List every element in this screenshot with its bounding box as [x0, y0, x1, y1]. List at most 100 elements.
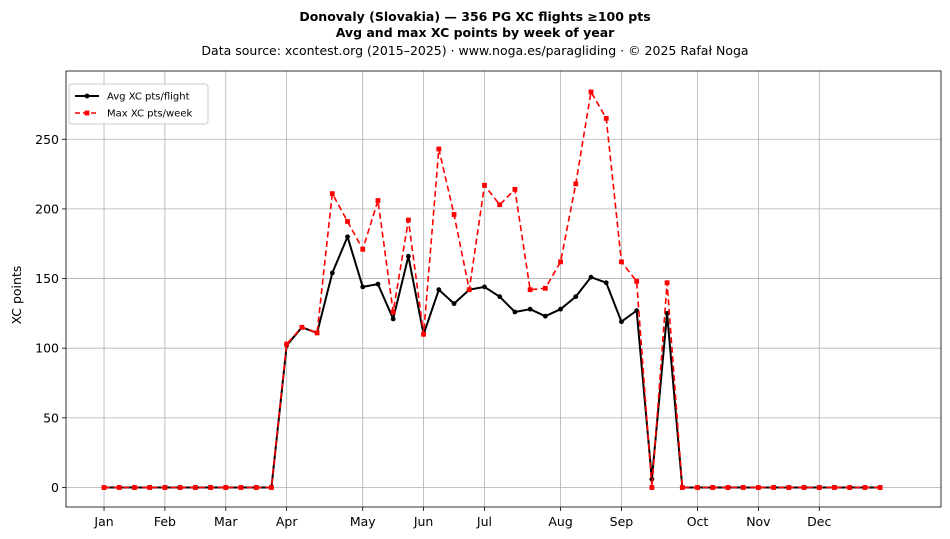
y-tick-label: 0: [51, 480, 59, 495]
chart-subtitle: Avg and max XC points by week of year: [336, 25, 615, 40]
data-point: [421, 331, 427, 337]
data-point: [649, 485, 655, 490]
legend: Avg XC pts/flight Max XC pts/week: [68, 83, 209, 125]
x-tick-label: Feb: [154, 514, 176, 529]
data-series: [101, 89, 883, 490]
data-point: [436, 146, 442, 152]
data-point: [284, 341, 290, 347]
y-tick-label: 150: [35, 271, 59, 286]
data-point: [603, 280, 609, 286]
data-point: [345, 234, 350, 240]
data-point: [132, 485, 137, 490]
y-tick-label: 200: [35, 201, 59, 216]
plot-border: [65, 70, 942, 508]
x-tick-label: Oct: [687, 514, 709, 529]
x-tick-label: Apr: [276, 514, 298, 529]
data-point: [390, 309, 396, 315]
legend-avg-label: Avg XC pts/flight: [107, 92, 190, 103]
chart-title: Donovaly (Slovakia) — 356 PG XC flights …: [299, 9, 650, 24]
data-point: [451, 212, 457, 217]
data-point: [512, 309, 518, 315]
data-point: [527, 287, 533, 293]
data-point: [832, 485, 837, 490]
data-point: [573, 294, 579, 300]
legend-max-marker: [84, 110, 90, 116]
data-point: [405, 253, 411, 259]
legend-box: [68, 83, 209, 125]
data-point: [299, 324, 305, 330]
data-point: [801, 485, 807, 490]
data-point: [786, 485, 792, 490]
y-tick-label: 100: [35, 341, 59, 356]
data-point: [619, 319, 624, 325]
data-point: [360, 284, 366, 290]
data-point: [664, 280, 670, 286]
data-point: [223, 485, 229, 490]
data-point: [558, 259, 563, 265]
data-point: [588, 274, 594, 280]
y-tick-label: 250: [35, 132, 59, 147]
data-point: [619, 259, 624, 265]
data-point: [755, 485, 761, 490]
data-point: [482, 284, 487, 290]
data-point: [588, 89, 594, 95]
data-point: [192, 485, 198, 490]
data-point: [405, 217, 411, 223]
x-tick-label: Dec: [807, 514, 831, 529]
data-point: [314, 330, 320, 336]
data-point: [162, 485, 168, 490]
x-tick-label: Aug: [548, 514, 572, 529]
x-tick-label: Nov: [746, 514, 771, 529]
data-point: [436, 287, 442, 293]
data-point: [710, 485, 716, 490]
y-axis-label: XC points: [9, 266, 24, 325]
data-point: [527, 306, 533, 312]
data-point: [542, 313, 548, 319]
series-line: [104, 235, 881, 489]
data-source-line: Data source: xcontest.org (2015–2025) · …: [201, 43, 748, 58]
data-point: [634, 278, 640, 284]
data-point: [253, 485, 259, 490]
data-point: [360, 246, 366, 252]
data-point: [634, 308, 640, 313]
data-point: [740, 485, 746, 490]
data-point: [466, 287, 472, 293]
data-point: [877, 485, 883, 490]
x-tick-label: Jun: [413, 514, 434, 529]
legend-max-label: Max XC pts/week: [107, 109, 192, 120]
data-point: [269, 485, 274, 490]
series-line: [104, 91, 881, 489]
data-point: [573, 181, 579, 187]
data-point: [847, 485, 853, 490]
data-point: [375, 198, 381, 203]
grid: [66, 71, 941, 507]
data-point: [695, 485, 700, 490]
x-tick-label: Jan: [93, 514, 113, 529]
data-point: [679, 485, 685, 490]
data-point: [725, 485, 731, 490]
data-point: [329, 191, 335, 196]
x-axis-ticks: Jan Feb Mar Apr May Jun Jul Aug Sep Oct Nov Dec: [93, 507, 831, 529]
x-tick-label: Jul: [476, 514, 492, 529]
data-point: [497, 294, 503, 300]
data-point: [664, 310, 670, 316]
data-point: [497, 202, 503, 208]
data-point: [390, 316, 396, 322]
plot-frame: [65, 70, 942, 508]
data-point: [558, 306, 563, 312]
x-tick-label: Sep: [610, 514, 634, 529]
data-point: [147, 485, 153, 490]
data-point: [329, 270, 335, 276]
data-point: [101, 485, 107, 490]
data-point: [862, 485, 868, 490]
data-point: [542, 285, 548, 291]
data-point: [482, 182, 487, 188]
data-point: [603, 115, 609, 121]
x-tick-label: May: [350, 514, 376, 529]
data-point: [512, 187, 518, 192]
data-point: [208, 485, 213, 490]
legend-avg-marker: [84, 93, 90, 99]
data-point: [451, 301, 457, 307]
y-tick-label: 50: [43, 410, 59, 425]
